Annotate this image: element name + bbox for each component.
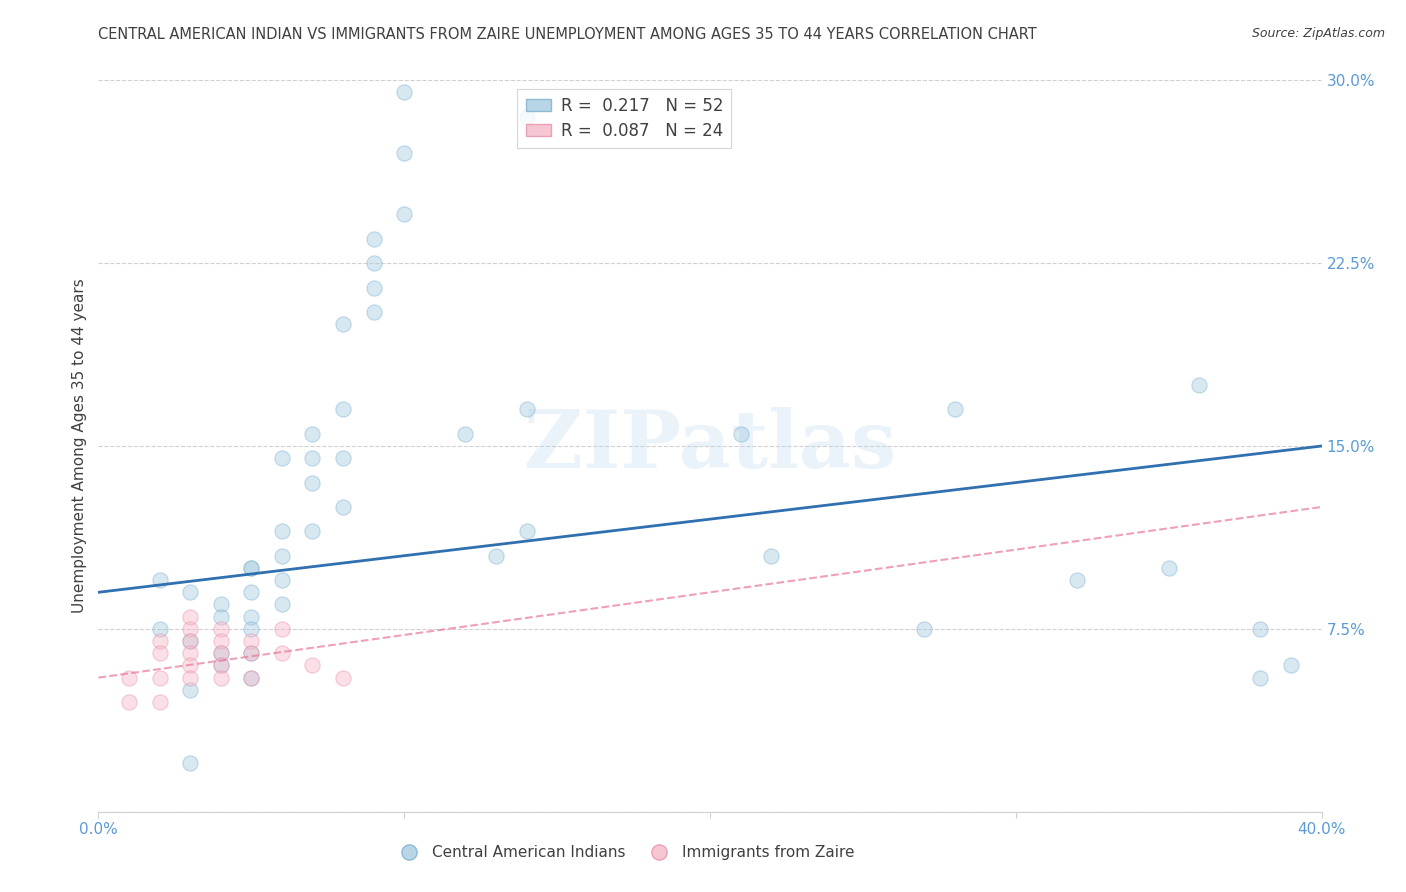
Point — [1279, 658, 1302, 673]
Point — [179, 658, 201, 673]
Point — [363, 305, 385, 319]
Point — [240, 622, 263, 636]
Text: ZIPatlas: ZIPatlas — [524, 407, 896, 485]
Point — [1249, 671, 1271, 685]
Point — [730, 426, 752, 441]
Text: CENTRAL AMERICAN INDIAN VS IMMIGRANTS FROM ZAIRE UNEMPLOYMENT AMONG AGES 35 TO 4: CENTRAL AMERICAN INDIAN VS IMMIGRANTS FR… — [98, 27, 1038, 42]
Point — [179, 634, 201, 648]
Point — [332, 317, 354, 331]
Point — [118, 695, 141, 709]
Point — [270, 549, 292, 563]
Point — [943, 402, 966, 417]
Point — [392, 146, 416, 161]
Point — [270, 622, 292, 636]
Point — [240, 671, 263, 685]
Point — [118, 671, 141, 685]
Text: Source: ZipAtlas.com: Source: ZipAtlas.com — [1251, 27, 1385, 40]
Point — [179, 585, 201, 599]
Point — [912, 622, 935, 636]
Point — [149, 622, 172, 636]
Point — [209, 634, 232, 648]
Point — [179, 756, 201, 770]
Point — [392, 86, 416, 100]
Point — [179, 609, 201, 624]
Point — [1157, 561, 1180, 575]
Point — [209, 609, 232, 624]
Point — [301, 658, 323, 673]
Point — [1188, 378, 1211, 392]
Point — [270, 573, 292, 587]
Point — [179, 646, 201, 660]
Point — [301, 426, 323, 441]
Point — [209, 598, 232, 612]
Point — [179, 634, 201, 648]
Point — [209, 646, 232, 660]
Point — [301, 475, 323, 490]
Point — [332, 500, 354, 514]
Point — [149, 573, 172, 587]
Point — [240, 561, 263, 575]
Point — [209, 646, 232, 660]
Point — [392, 207, 416, 221]
Point — [270, 524, 292, 539]
Legend: Central American Indians, Immigrants from Zaire: Central American Indians, Immigrants fro… — [388, 839, 860, 866]
Point — [149, 671, 172, 685]
Point — [759, 549, 782, 563]
Point — [516, 402, 538, 417]
Point — [149, 646, 172, 660]
Point — [179, 682, 201, 697]
Point — [240, 609, 263, 624]
Point — [209, 658, 232, 673]
Point — [240, 646, 263, 660]
Point — [363, 280, 385, 294]
Point — [363, 256, 385, 270]
Point — [1249, 622, 1271, 636]
Point — [270, 451, 292, 466]
Point — [270, 598, 292, 612]
Point — [301, 451, 323, 466]
Point — [240, 585, 263, 599]
Point — [516, 110, 538, 124]
Point — [1066, 573, 1088, 587]
Point — [270, 646, 292, 660]
Point — [332, 671, 354, 685]
Point — [209, 671, 232, 685]
Point — [209, 622, 232, 636]
Point — [209, 658, 232, 673]
Point — [516, 524, 538, 539]
Point — [240, 634, 263, 648]
Point — [332, 402, 354, 417]
Point — [179, 622, 201, 636]
Point — [240, 671, 263, 685]
Point — [179, 671, 201, 685]
Y-axis label: Unemployment Among Ages 35 to 44 years: Unemployment Among Ages 35 to 44 years — [72, 278, 87, 614]
Point — [149, 695, 172, 709]
Point — [485, 549, 508, 563]
Point — [240, 646, 263, 660]
Point — [454, 426, 477, 441]
Point — [332, 451, 354, 466]
Point — [363, 232, 385, 246]
Point — [301, 524, 323, 539]
Point — [149, 634, 172, 648]
Point — [240, 561, 263, 575]
